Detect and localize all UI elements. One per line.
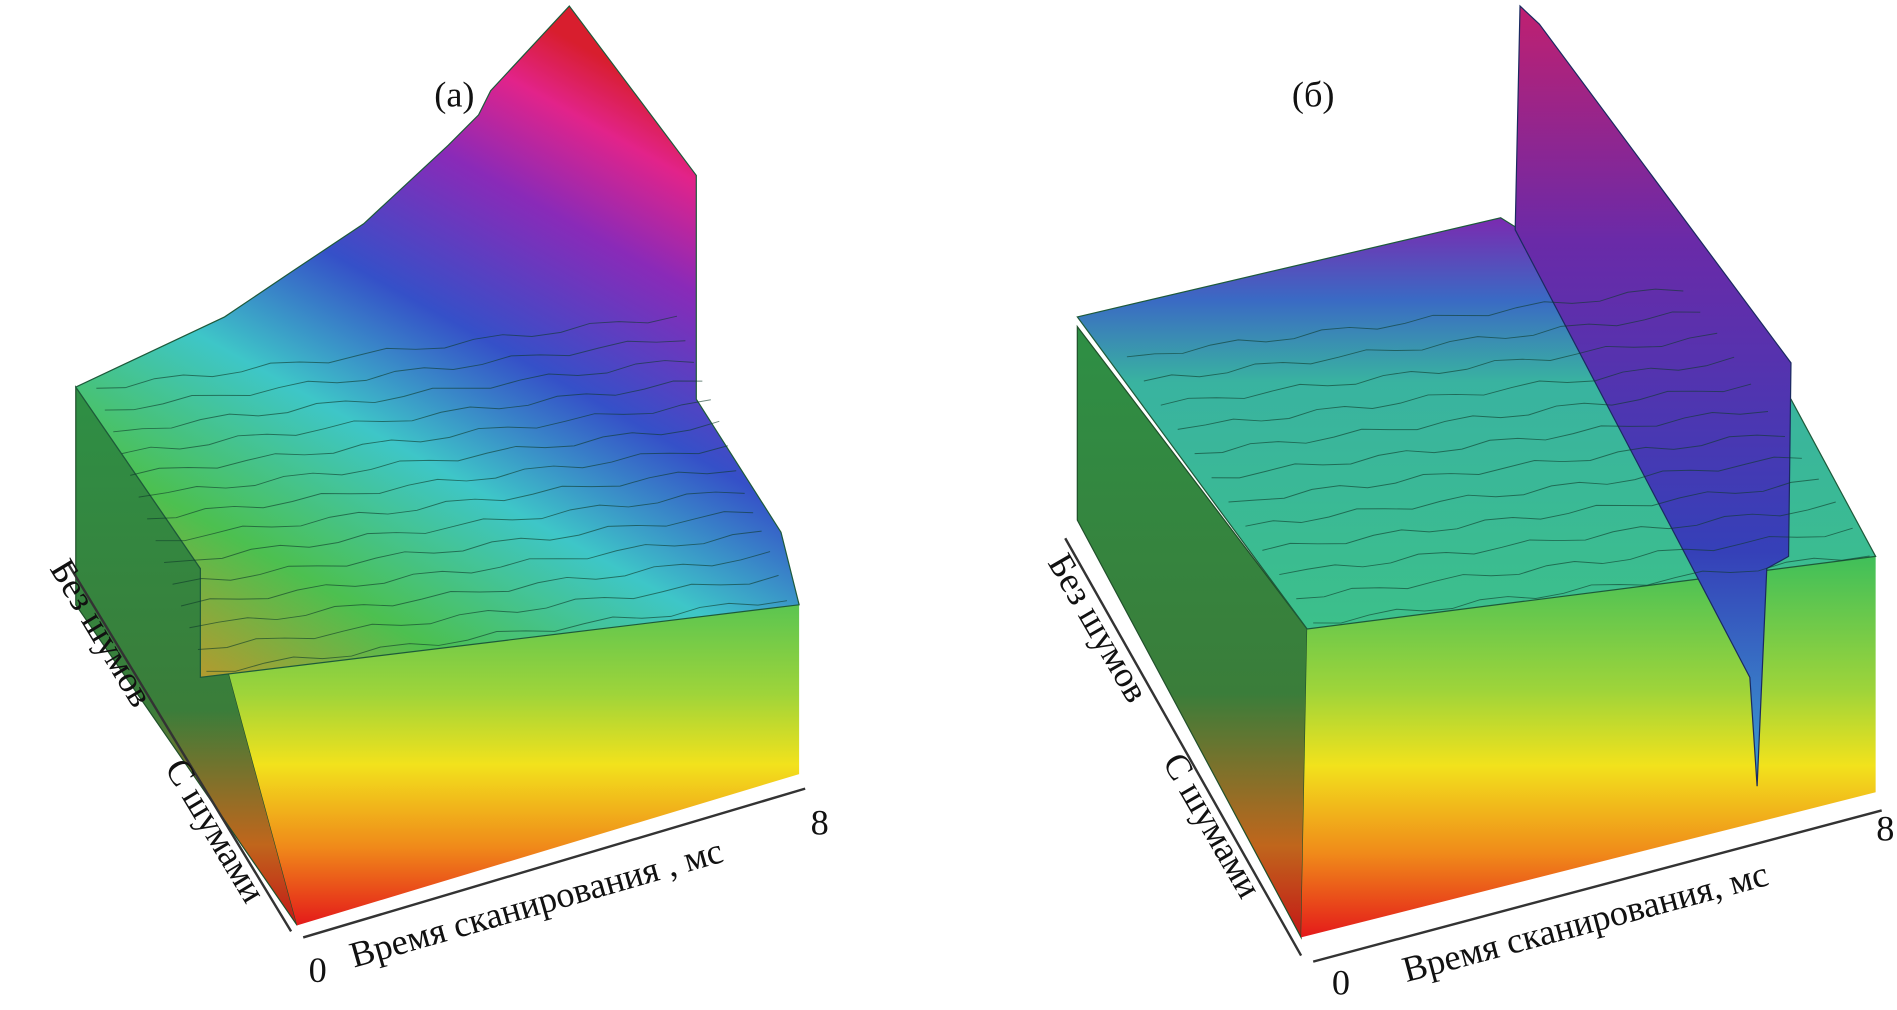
- surface-ridges: [96, 315, 788, 672]
- time-axis: [302, 787, 806, 939]
- ridge-line: [1211, 411, 1769, 479]
- panel-label: (б): [1292, 74, 1335, 114]
- depth-axis: [1064, 537, 1303, 957]
- ridge-line: [130, 399, 711, 476]
- surface-ridges: [1126, 288, 1870, 624]
- axis-end: 8: [1876, 809, 1894, 849]
- ridge-line: [206, 600, 788, 672]
- ridge-line: [1194, 383, 1752, 455]
- ridge-line: [1126, 288, 1684, 358]
- ridge-line: [1177, 356, 1735, 430]
- ridge-line: [197, 574, 779, 651]
- axis-start: 0: [309, 950, 327, 990]
- ridge-line: [1228, 434, 1785, 503]
- surface: [74, 5, 800, 679]
- front-face: [1301, 556, 1876, 938]
- ridge-line: [1296, 527, 1853, 600]
- ridge-line: [113, 360, 694, 433]
- ridge-line: [1279, 501, 1836, 576]
- ridge-line: [1313, 555, 1870, 624]
- ridge-line: [104, 340, 686, 411]
- panel-b: (б) Без шумов С шумами Время сканировани…: [1040, 4, 1894, 1002]
- axis-start: 0: [1332, 962, 1350, 1002]
- ridge-line: [138, 420, 720, 498]
- ridge-line: [96, 315, 678, 389]
- ridge-line: [121, 380, 703, 455]
- ridge-line: [180, 530, 762, 607]
- ridge-line: [1245, 456, 1802, 527]
- ridge-line: [1143, 311, 1701, 382]
- ridge-line: [172, 511, 754, 585]
- ridge-line: [155, 470, 737, 542]
- panel-label: (а): [434, 74, 474, 114]
- ridge-line: [1160, 332, 1718, 406]
- time-axis: [1312, 809, 1883, 963]
- ridge-line: [189, 551, 771, 629]
- ridge-line: [147, 445, 728, 520]
- depth-axis: [66, 561, 293, 933]
- ridge-line: [164, 491, 745, 563]
- panel-a: (а) Без шумов С шумами Время сканировани…: [42, 5, 829, 990]
- axis-end: 8: [811, 803, 829, 843]
- ridge-line: [1262, 478, 1819, 551]
